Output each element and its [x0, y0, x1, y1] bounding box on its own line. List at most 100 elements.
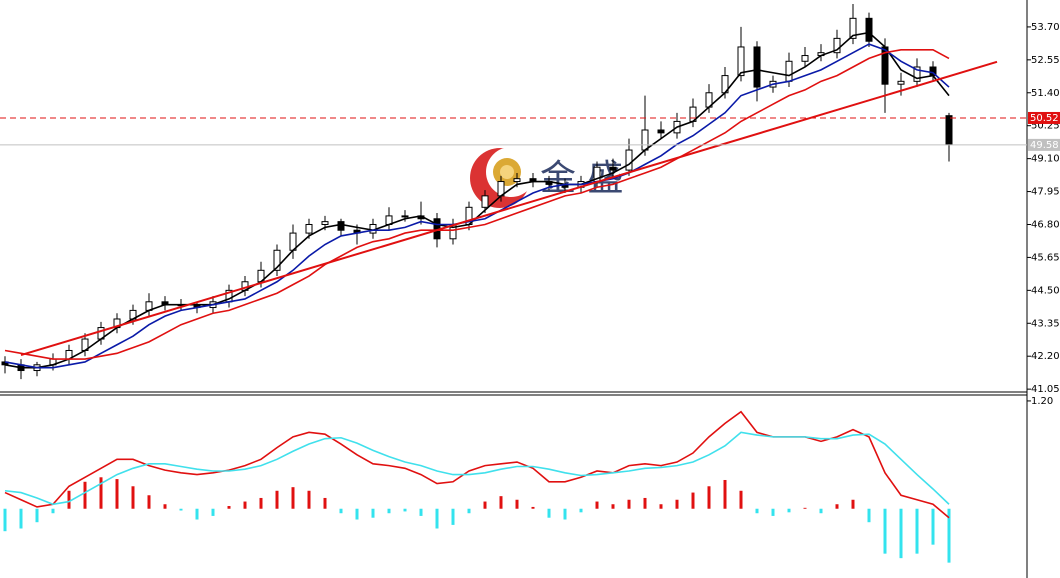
histogram-bar — [755, 508, 759, 514]
candle-body — [737, 46, 745, 77]
trendline — [20, 60, 998, 357]
histogram-bar — [851, 499, 855, 509]
histogram-bar — [803, 507, 807, 509]
histogram-bar — [67, 490, 71, 509]
histogram-bar — [83, 481, 87, 509]
candle-body — [609, 166, 617, 171]
candle-body — [481, 195, 489, 208]
histogram-bar — [899, 508, 903, 559]
histogram-bar — [915, 508, 919, 554]
y-tick-label: 41.05 — [1031, 384, 1060, 395]
candle-body — [897, 80, 905, 85]
histogram-bar — [179, 508, 183, 511]
histogram-bar — [163, 504, 167, 509]
histogram-bar — [723, 479, 727, 509]
candle-body — [753, 46, 761, 88]
candle-body — [641, 129, 649, 151]
candle-body — [865, 17, 873, 42]
candle-body — [625, 149, 633, 171]
histogram-bar — [515, 499, 519, 509]
histogram-bar — [291, 487, 295, 509]
histogram-bar — [771, 508, 775, 516]
histogram-bar — [307, 490, 311, 509]
candle-body — [657, 129, 665, 134]
candle-body — [513, 178, 521, 183]
histogram-bar — [675, 499, 679, 509]
candle-body — [305, 223, 313, 234]
candle-body — [833, 37, 841, 54]
y-tick-label: 49.10 — [1031, 154, 1060, 165]
histogram-bar — [467, 508, 471, 514]
histogram-bar — [243, 501, 247, 509]
histogram-bar — [131, 486, 135, 509]
logo-coin-center — [500, 165, 514, 179]
histogram-bar — [35, 508, 39, 523]
histogram-bar — [659, 504, 663, 509]
y-tick-label: 43.35 — [1031, 318, 1060, 329]
histogram-bar — [371, 508, 375, 518]
ma-line — [4, 49, 950, 360]
ma-line — [4, 43, 950, 369]
histogram-bar — [627, 499, 631, 509]
candle-body — [849, 17, 857, 39]
histogram-bar — [387, 508, 391, 514]
y-tick-label: 53.70 — [1031, 22, 1060, 33]
candle-body — [945, 115, 953, 145]
candle-body — [273, 249, 281, 271]
y-tick-label: 45.65 — [1031, 252, 1060, 263]
histogram-bar — [707, 486, 711, 509]
y-tick-label: 47.95 — [1031, 187, 1060, 198]
histogram-bar — [691, 492, 695, 509]
y-tick-label: 52.55 — [1031, 55, 1060, 66]
candle-body — [337, 221, 345, 231]
histogram-bar — [99, 477, 103, 509]
histogram-bar — [51, 508, 55, 514]
price-label: 50.52 — [1030, 113, 1059, 124]
candle-body — [913, 66, 921, 82]
y-tick-label: 51.40 — [1031, 88, 1060, 99]
histogram-bar — [403, 508, 407, 512]
histogram-bar — [787, 508, 791, 513]
histogram-bar — [451, 508, 455, 525]
histogram-bar — [19, 508, 23, 529]
histogram-bar — [931, 508, 935, 545]
histogram-bar — [483, 501, 487, 509]
histogram-bar — [355, 508, 359, 520]
y-tick-label: 44.50 — [1031, 285, 1060, 296]
histogram-bar — [883, 508, 887, 554]
price-label-box — [1028, 138, 1060, 151]
histogram-bar — [531, 506, 535, 509]
histogram-bar — [835, 504, 839, 509]
price-label-box — [1028, 111, 1060, 124]
histogram-bar — [819, 508, 823, 514]
histogram-bar — [739, 490, 743, 509]
histogram-bar — [323, 497, 327, 509]
price-label: 49.58 — [1030, 140, 1059, 151]
candle-body — [801, 55, 809, 62]
histogram-bar — [195, 508, 199, 520]
macd-line — [4, 431, 950, 506]
histogram-bar — [3, 508, 7, 532]
y-tick-label: 50.25 — [1031, 121, 1060, 132]
histogram-bar — [435, 508, 439, 529]
histogram-bar — [147, 495, 151, 509]
histogram-bar — [547, 508, 551, 518]
histogram-bar — [419, 508, 423, 516]
histogram-bar — [611, 504, 615, 509]
histogram-bar — [499, 496, 503, 509]
histogram-bar — [595, 501, 599, 509]
histogram-bar — [867, 508, 871, 523]
histogram-bar — [259, 497, 263, 509]
candle-body — [401, 215, 409, 218]
y-tick-label: 1.20 — [1031, 396, 1053, 407]
histogram-bar — [339, 508, 343, 514]
histogram-bar — [115, 479, 119, 509]
histogram-bar — [275, 490, 279, 509]
histogram-bar — [227, 506, 231, 509]
candle-body — [785, 60, 793, 82]
y-tick-label: 42.20 — [1031, 351, 1060, 362]
histogram-bar — [563, 508, 567, 520]
y-tick-label: 46.80 — [1031, 219, 1060, 230]
histogram-bar — [947, 508, 951, 563]
